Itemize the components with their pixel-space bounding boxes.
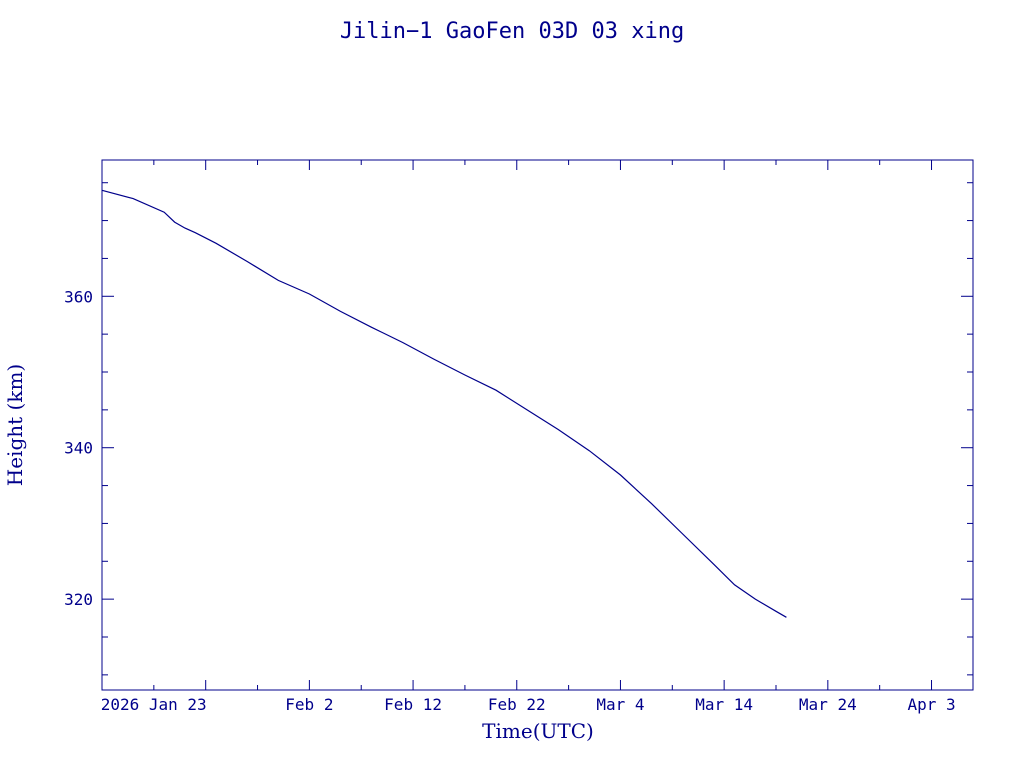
y-axis-ticks [102,182,973,676]
x-tick-label: Mar 4 [596,695,644,714]
x-axis-ticks [153,160,933,690]
x-tick-label: Feb 22 [488,695,546,714]
x-tick-label: 2026 Jan 23 [101,695,207,714]
y-tick-label: 360 [64,287,93,306]
x-tick-label: Mar 24 [799,695,857,714]
x-tick-label: Apr 3 [907,695,955,714]
y-tick-label: 320 [64,590,93,609]
chart-title: Jilin−1 GaoFen 03D 03 xing [340,19,684,44]
y-axis-label: Height (km) [3,364,27,486]
y-axis-tick-labels: 320 340 360 [64,287,93,609]
series-line-height [101,189,787,618]
y-tick-label: 340 [64,439,93,458]
x-axis-label: Time(UTC) [482,719,594,743]
x-tick-label: Feb 12 [384,695,442,714]
plot-frame [101,159,974,691]
x-axis-tick-labels: 2026 Jan 23 Feb 2 Feb 12 Feb 22 Mar 4 Mar 14 M… [101,695,956,714]
x-tick-label: Mar 14 [695,695,753,714]
x-tick-label: Feb 2 [285,695,333,714]
